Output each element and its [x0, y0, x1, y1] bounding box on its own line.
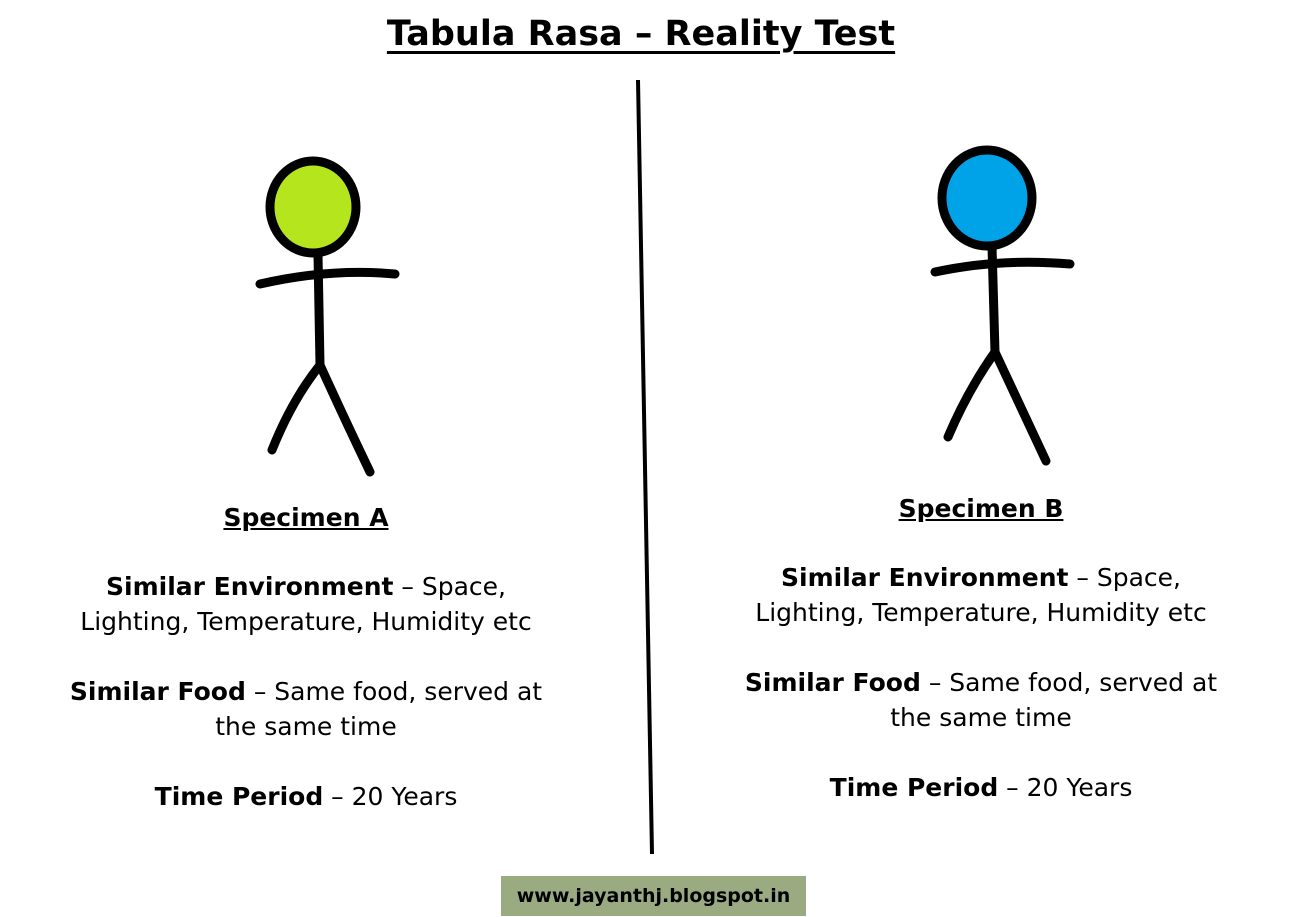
stick-figure-b	[930, 145, 1075, 466]
time-b: Time Period – 20 Years	[829, 773, 1133, 802]
specimen-a-panel: Specimen A Similar Environment – Space, L…	[0, 500, 616, 849]
food-a: Similar Food – Same food, served at the s…	[69, 677, 543, 741]
stick-figure-a	[255, 156, 400, 477]
head-b	[937, 145, 1037, 251]
time-a: Time Period – 20 Years	[154, 782, 458, 811]
specimen-a-heading: Specimen A	[223, 503, 389, 532]
environment-a: Similar Environment – Space, Lighting, Te…	[80, 572, 532, 636]
specimen-b-heading: Specimen B	[898, 494, 1064, 523]
specimen-b-panel: Specimen B Similar Environment – Space, L…	[671, 491, 1290, 840]
footer-url: www.jayanthj.blogspot.in	[501, 876, 806, 916]
environment-b: Similar Environment – Space, Lighting, Te…	[755, 563, 1207, 627]
divider-line	[636, 79, 654, 855]
head-a	[265, 156, 361, 258]
page-title: Tabula Rasa – Reality Test	[386, 14, 896, 54]
food-b: Similar Food – Same food, served at the s…	[744, 668, 1218, 732]
